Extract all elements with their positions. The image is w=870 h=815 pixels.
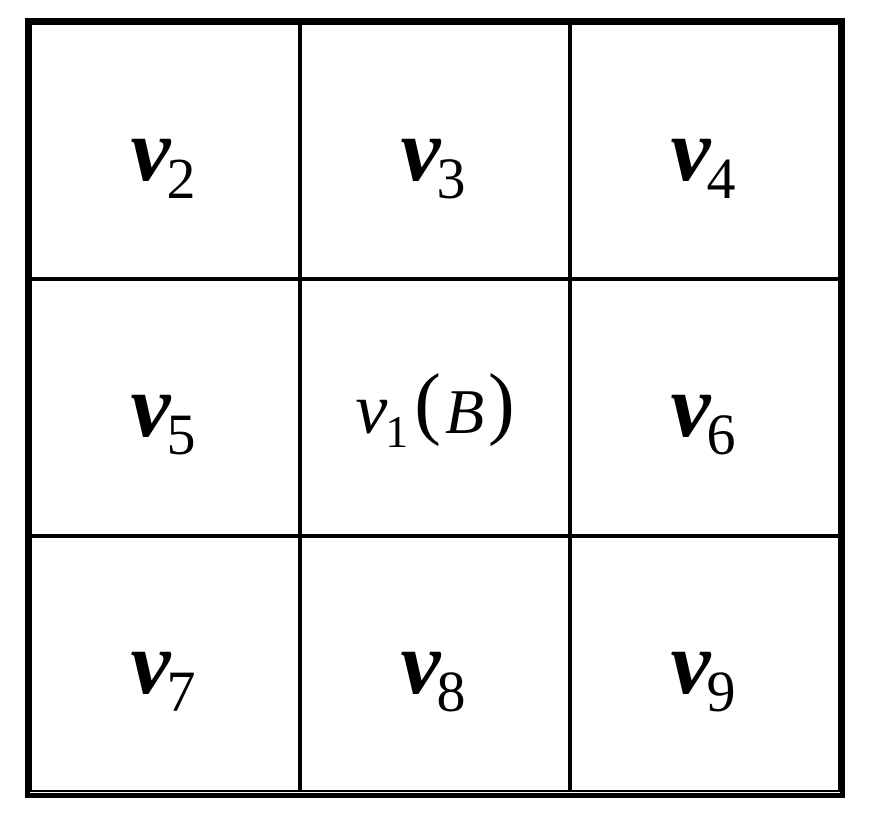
cell-label-v8: v8 bbox=[401, 619, 470, 709]
var-subscript: 9 bbox=[706, 663, 735, 721]
cell-label-v7: v7 bbox=[131, 619, 200, 709]
var-letter: v bbox=[401, 619, 441, 709]
cell-label-v5: v5 bbox=[131, 362, 200, 452]
var-letter: v bbox=[671, 619, 711, 709]
cell-v7: v7 bbox=[30, 536, 300, 793]
neighbor-grid: v2 v3 v4 v5 v1(B) v6 v7 v8 bbox=[25, 18, 845, 798]
var-subscript: 3 bbox=[436, 150, 465, 208]
var-letter: v bbox=[131, 619, 171, 709]
var-letter: v bbox=[671, 106, 711, 196]
cell-label-v3: v3 bbox=[401, 106, 470, 196]
var-subscript: 8 bbox=[436, 663, 465, 721]
var-subscript: 7 bbox=[166, 663, 195, 721]
cell-v2: v2 bbox=[30, 23, 300, 280]
var-letter: v bbox=[401, 106, 441, 196]
var-subscript: 5 bbox=[166, 406, 195, 464]
cell-label-center: v1(B) bbox=[355, 367, 514, 447]
cell-v8: v8 bbox=[300, 536, 570, 793]
var-subscript: 4 bbox=[706, 150, 735, 208]
var-letter: v bbox=[355, 373, 387, 445]
var-subscript: 2 bbox=[166, 150, 195, 208]
cell-v4: v4 bbox=[570, 23, 840, 280]
cell-v9: v9 bbox=[570, 536, 840, 793]
var-letter: v bbox=[671, 362, 711, 452]
cell-label-v6: v6 bbox=[671, 362, 740, 452]
var-letter: v bbox=[131, 362, 171, 452]
cell-label-v9: v9 bbox=[671, 619, 740, 709]
cell-v6: v6 bbox=[570, 279, 840, 536]
var-subscript: 1 bbox=[385, 409, 408, 455]
cell-v5: v5 bbox=[30, 279, 300, 536]
cell-center-v1: v1(B) bbox=[300, 279, 570, 536]
cell-label-v2: v2 bbox=[131, 106, 200, 196]
paren-open: ( bbox=[414, 363, 441, 443]
cell-v3: v3 bbox=[300, 23, 570, 280]
paren-close: ) bbox=[488, 363, 515, 443]
cell-label-v4: v4 bbox=[671, 106, 740, 196]
paren-value: B bbox=[441, 380, 488, 444]
var-letter: v bbox=[131, 106, 171, 196]
var-subscript: 6 bbox=[706, 406, 735, 464]
